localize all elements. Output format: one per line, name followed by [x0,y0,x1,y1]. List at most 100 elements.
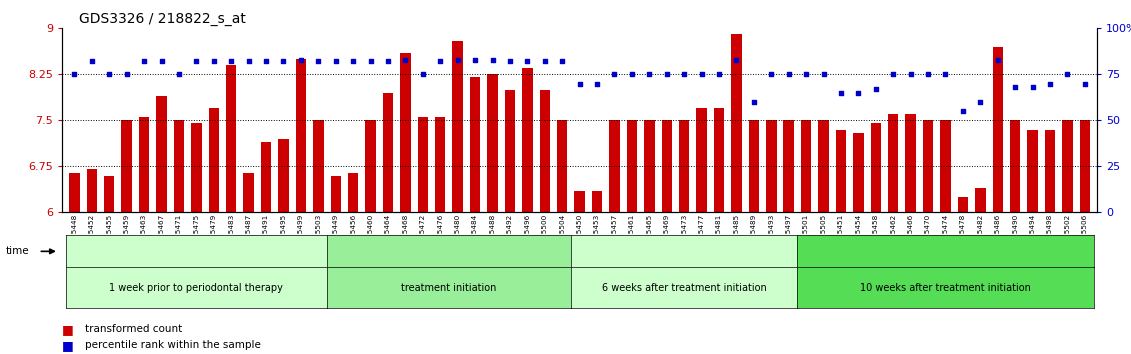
Point [66,72,84,77]
Bar [261,142,271,212]
Bar [87,170,97,212]
Point [518,59,536,64]
Bar [487,74,498,212]
Point [849,90,867,96]
Bar [801,120,811,212]
Bar [906,114,916,212]
Point [309,59,327,64]
Bar [191,124,201,212]
Text: GDS3326 / 218822_s_at: GDS3326 / 218822_s_at [79,12,247,27]
Bar [819,120,829,212]
Point [710,72,728,77]
Point [118,72,136,77]
Point [327,59,345,64]
Point [135,59,153,64]
Point [1041,81,1059,86]
Text: ■: ■ [62,323,74,336]
Bar [121,120,132,212]
Point [344,59,362,64]
Point [379,59,397,64]
Bar [784,120,794,212]
Bar [243,172,253,212]
Bar [714,108,724,212]
Bar [923,120,933,212]
Bar [174,120,184,212]
Text: percentile rank within the sample: percentile rank within the sample [85,340,261,350]
Point [605,72,623,77]
Point [884,72,903,77]
Point [692,72,710,77]
Bar [348,172,359,212]
Bar [836,130,846,212]
Bar [208,108,219,212]
Point [779,72,797,77]
Point [727,57,745,62]
Bar [1010,120,1020,212]
Text: treatment initiation: treatment initiation [402,282,497,293]
Bar [888,114,898,212]
Bar [469,78,481,212]
Bar [749,120,759,212]
Bar [417,117,428,212]
Bar [732,34,742,212]
Text: 10 weeks after treatment initiation: 10 weeks after treatment initiation [860,282,1031,293]
Bar [504,90,516,212]
Point [170,72,188,77]
Bar [766,120,777,212]
Point [571,81,589,86]
Bar [662,120,672,212]
Text: time: time [6,246,29,256]
Bar [958,197,968,212]
Bar [295,59,307,212]
Point [814,72,832,77]
Point [1024,84,1042,90]
Point [483,57,501,62]
Bar [278,139,288,212]
Bar [226,65,236,212]
Point [1076,81,1094,86]
Point [83,59,101,64]
Bar [365,120,375,212]
Bar [1027,130,1038,212]
Point [745,99,763,105]
Bar [1045,130,1055,212]
Point [222,59,240,64]
Point [675,72,693,77]
Text: 1 week prior to periodontal therapy: 1 week prior to periodontal therapy [110,282,283,293]
Bar [644,120,655,212]
Bar [1062,120,1072,212]
Bar [1080,120,1090,212]
Bar [139,117,149,212]
Point [640,72,658,77]
Point [901,72,920,77]
Point [501,59,519,64]
Point [972,99,990,105]
Point [553,59,571,64]
Point [431,59,449,64]
Point [953,108,972,114]
Point [240,59,258,64]
Point [797,72,815,77]
Point [466,57,484,62]
Point [623,72,641,77]
Point [188,59,206,64]
Point [762,72,780,77]
Point [414,72,432,77]
Text: ■: ■ [62,339,74,352]
Bar [627,120,637,212]
Bar [523,68,533,212]
Point [449,57,467,62]
Point [588,81,606,86]
Bar [993,47,1003,212]
Bar [556,120,568,212]
Point [920,72,938,77]
Text: transformed count: transformed count [85,324,182,334]
Point [153,59,171,64]
Bar [575,191,585,212]
Point [396,57,414,62]
Point [362,59,380,64]
Point [866,86,884,92]
Point [658,72,676,77]
Bar [975,188,985,212]
Point [292,57,310,62]
